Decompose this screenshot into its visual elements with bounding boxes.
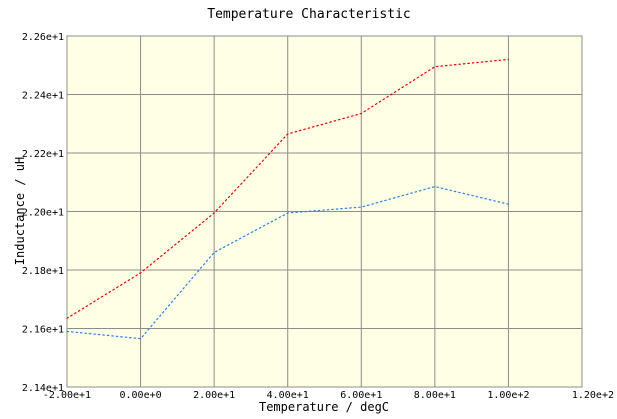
x-tick-label-2: 2.00e+1 [193, 390, 235, 401]
series-group [66, 58, 509, 340]
y-tick-label-3: 2.20e+1 [22, 208, 64, 219]
y-axis-label: Inductance / uH [13, 157, 27, 265]
y-tick-label-0: 2.14e+1 [22, 383, 64, 394]
y-tick-label-6: 2.26e+1 [22, 32, 64, 43]
y-tick-labels: 2.14e+1 2.16e+1 2.18e+1 2.20e+1 2.22e+1 2.24e… [22, 32, 64, 394]
y-tick-label-2: 2.18e+1 [22, 266, 64, 277]
x-tick-labels: -2.00e+1 0.00e+0 2.00e+1 4.00e+1 6.00e+1 8.00… [43, 390, 614, 401]
x-tick-label-6: 1.00e+2 [487, 390, 529, 401]
plot-border [66, 35, 583, 388]
y-tick-label-4: 2.22e+1 [22, 149, 64, 160]
x-axis-label: Temperature / degC [259, 400, 389, 414]
x-tick-label-7: 1.20e+2 [572, 390, 614, 401]
series-line-0 [66, 58, 509, 319]
x-tick-label-5: 8.00e+1 [414, 390, 456, 401]
chart-title: Temperature Characteristic [207, 7, 411, 22]
y-tick-label-1: 2.16e+1 [22, 325, 64, 336]
y-tick-label-5: 2.24e+1 [22, 91, 64, 102]
series-line-1 [66, 185, 509, 340]
x-tick-label-3: 4.00e+1 [267, 390, 309, 401]
x-tick-label-1: 0.00e+0 [119, 390, 161, 401]
x-tick-label-0: -2.00e+1 [43, 390, 91, 401]
x-tick-label-4: 6.00e+1 [340, 390, 382, 401]
